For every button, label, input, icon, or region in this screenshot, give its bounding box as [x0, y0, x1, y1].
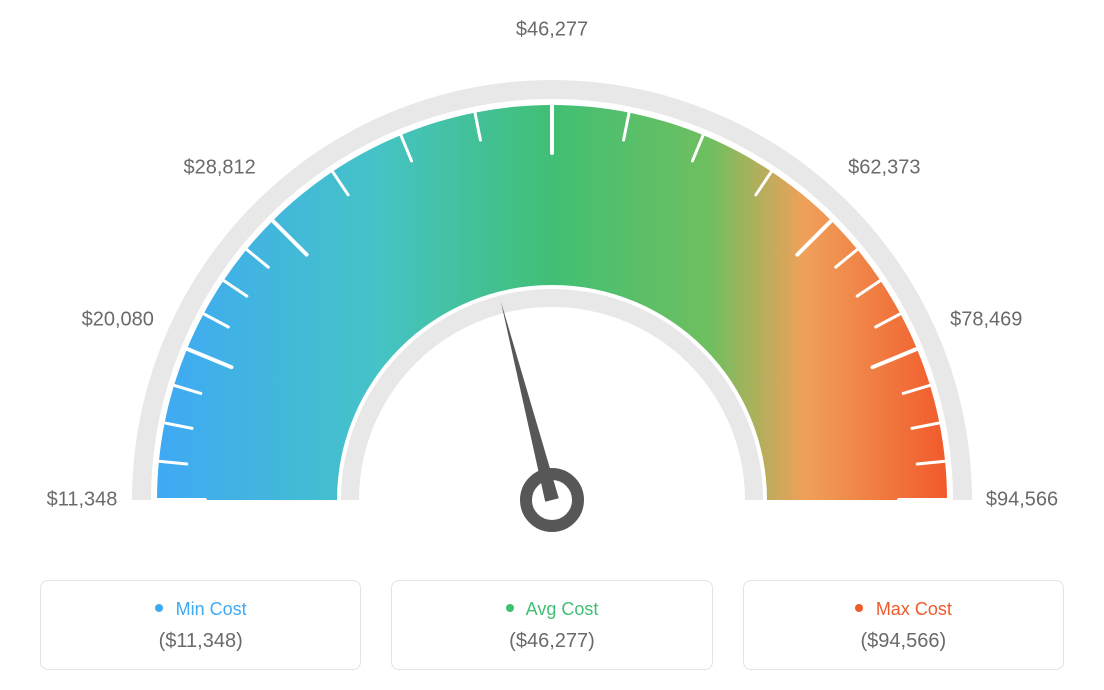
- summary-card-min: Min Cost ($11,348): [40, 580, 361, 670]
- dot-min-icon: [155, 604, 163, 612]
- dot-max-icon: [855, 604, 863, 612]
- dot-avg-icon: [506, 604, 514, 612]
- summary-card-max: Max Cost ($94,566): [743, 580, 1064, 670]
- summary-title-avg: Avg Cost: [402, 599, 701, 620]
- summary-title-min: Min Cost: [51, 599, 350, 620]
- summary-title-max-text: Max Cost: [876, 599, 952, 619]
- summary-value-min: ($11,348): [51, 630, 350, 653]
- gauge-tick-label: $78,469: [950, 309, 1022, 332]
- summary-value-max: ($94,566): [754, 630, 1053, 653]
- gauge-tick-label: $62,373: [848, 156, 920, 179]
- gauge-tick-label: $28,812: [184, 156, 256, 179]
- summary-title-avg-text: Avg Cost: [526, 599, 599, 619]
- cost-gauge-widget: $11,348 $20,080 $28,812 $46,277 $62,373 $78,4…: [0, 0, 1104, 690]
- gauge-tick-label: $46,277: [516, 19, 588, 42]
- summary-value-avg: ($46,277): [402, 630, 701, 653]
- gauge-area: $11,348 $20,080 $28,812 $46,277 $62,373 $78,4…: [0, 0, 1104, 560]
- summary-title-max: Max Cost: [754, 599, 1053, 620]
- gauge-tick-label: $11,348: [47, 489, 118, 512]
- summary-card-avg: Avg Cost ($46,277): [391, 580, 712, 670]
- gauge-svg: [0, 0, 1104, 560]
- summary-row: Min Cost ($11,348) Avg Cost ($46,277) Ma…: [40, 580, 1064, 670]
- summary-title-min-text: Min Cost: [176, 599, 247, 619]
- gauge-tick-label: $94,566: [986, 489, 1058, 512]
- gauge-tick-label: $20,080: [82, 309, 154, 332]
